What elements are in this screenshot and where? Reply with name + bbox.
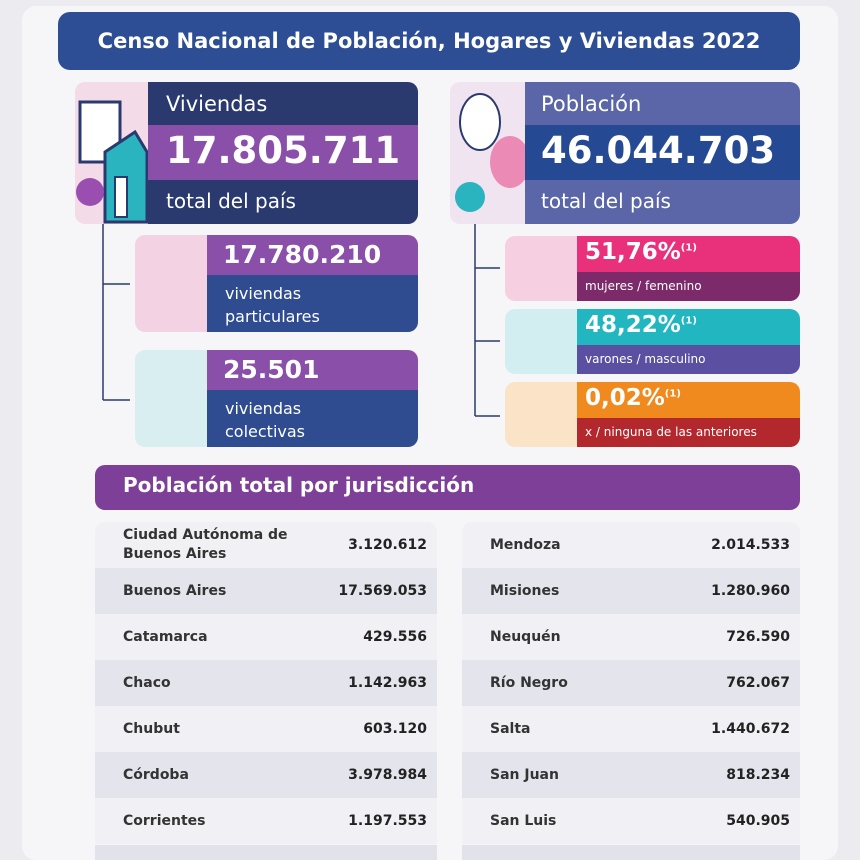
jurisdiction: Chaco [123,674,171,691]
table-title: Población total por jurisdicción [95,465,800,510]
jurisdiction: Neuquén [490,628,561,645]
people-icon [455,93,525,212]
tipo-illustration [135,235,207,332]
jurisdiction: San Juan [490,766,559,783]
tipo-value: 17.780.210 [207,235,418,275]
tipo-label-line: colectivas [225,422,305,441]
jurisdiction: Misiones [490,582,560,599]
jurisdiction: Catamarca [123,628,208,645]
table-row [95,568,437,614]
poblacion-label: Población [525,82,800,125]
genero-value-box: 0,02%(1) [577,382,800,418]
population: 17.569.053 [338,583,427,599]
viviendas-label: Viviendas [148,82,418,125]
population: 2.014.533 [711,537,790,553]
connectors [102,224,500,417]
table-row [95,752,437,798]
footnote-ref: (1) [664,388,681,400]
genero-label: x / ninguna de las anteriores [577,418,800,447]
tipo-illustration [135,350,207,447]
population: 818.234 [726,767,790,783]
table-row [462,522,800,568]
population: 3.978.984 [348,767,427,783]
population: 429.556 [363,629,427,645]
tipo-label-box: viviendas colectivas [207,390,418,447]
jurisdiction: Ciudad Autónoma de Buenos Aires [123,527,288,562]
table-row [462,568,800,614]
face-illustration [505,236,577,301]
population: 1.197.553 [348,813,427,829]
jurisdiction: Corrientes [123,812,206,829]
face-illustration [505,382,577,447]
tipo-value: 25.501 [207,350,418,390]
houses-illustration [75,82,148,224]
population: 3.120.612 [348,537,427,553]
population: 726.590 [726,629,790,645]
jurisdiction: Chubut [123,720,180,737]
people-illustration [450,82,525,224]
table-row [95,706,437,752]
tipo-label-line: particulares [225,307,320,326]
tipo-label-box: viviendas particulares [207,275,418,332]
title: Censo Nacional de Población, Hogares y V… [58,12,800,70]
population: 1.280.960 [711,583,790,599]
tipo-label-line: viviendas [225,284,302,303]
jurisdiction: Salta [490,720,531,737]
population: 1.440.672 [711,721,790,737]
row-cut [95,845,437,860]
genero-value: 48,22% [585,312,681,338]
viviendas-sub: total del país [148,180,418,224]
genero-value-box: 51,76%(1) [577,236,800,272]
table-row [462,660,800,706]
genero-value: 51,76% [585,239,681,265]
tipo-label-line: viviendas [225,399,302,418]
viviendas-value: 17.805.711 [148,125,418,180]
poblacion-value: 46.044.703 [525,125,800,180]
table-row [462,752,800,798]
table-row [462,614,800,660]
population: 603.120 [363,721,427,737]
table-row [95,798,437,844]
genero-value: 0,02% [585,385,665,411]
table-row [95,522,437,568]
row-cut [462,845,800,860]
genero-label: mujeres / femenino [577,272,800,301]
jurisdiction: Río Negro [490,674,568,691]
genero-value-box: 48,22%(1) [577,309,800,345]
jurisdiction: San Luis [490,812,557,829]
footnote-ref: (1) [680,242,697,254]
population: 1.142.963 [348,675,427,691]
population: 540.905 [726,813,790,829]
poblacion-sub: total del país [525,180,800,224]
table-row [462,798,800,844]
genero-label: varones / masculino [577,345,800,374]
table-row [95,614,437,660]
footnote-ref: (1) [680,315,697,327]
face-illustration [505,309,577,374]
table-row [95,660,437,706]
jurisdiction: Córdoba [123,766,189,783]
population: 762.067 [726,675,790,691]
table-row [462,706,800,752]
jurisdiction: Buenos Aires [123,582,227,599]
jurisdiction: Mendoza [490,536,561,553]
houses-icon [76,100,148,224]
